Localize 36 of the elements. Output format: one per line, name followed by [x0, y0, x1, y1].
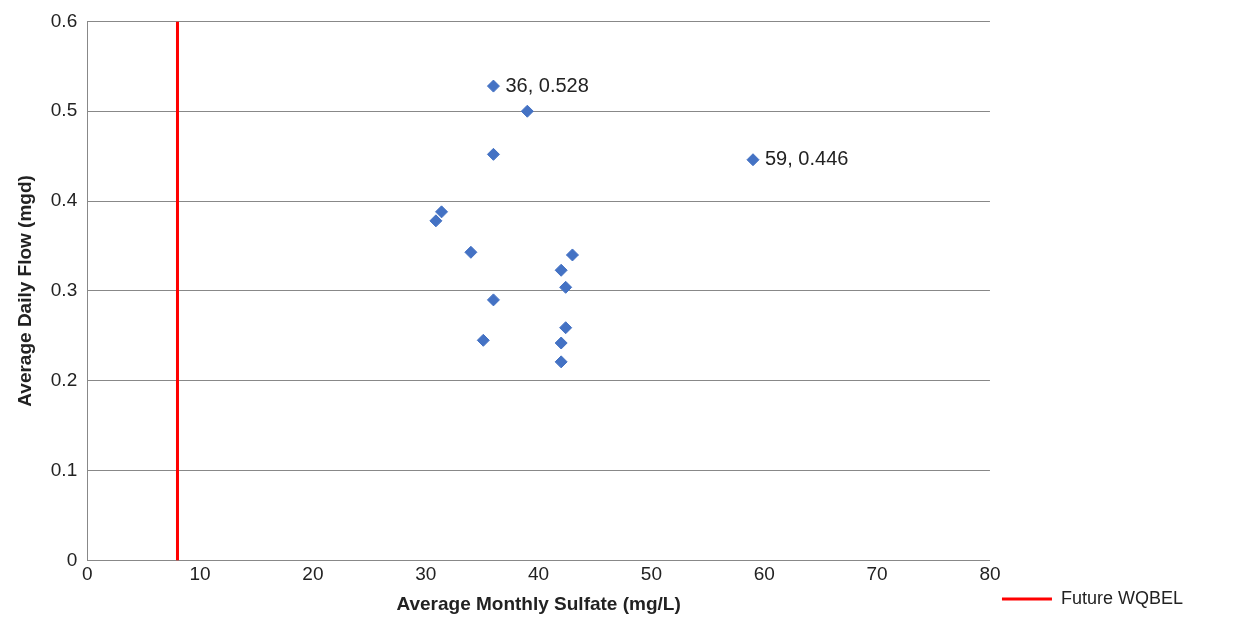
point — [486, 147, 500, 161]
y-tick-label: 0 — [66, 548, 78, 570]
point — [554, 336, 568, 350]
x-tick-label: 70 — [866, 563, 888, 585]
point — [435, 205, 449, 219]
point — [554, 355, 568, 369]
x-tick-label: 0 — [81, 563, 93, 585]
x-tick-label: 10 — [189, 563, 211, 585]
x-tick-label: 40 — [528, 563, 550, 585]
point — [559, 280, 573, 294]
x-tick-label: 50 — [640, 563, 662, 585]
y-tick-label: 0.3 — [50, 279, 78, 301]
point — [429, 214, 443, 228]
x-axis-title: Average Monthly Sulfate (mg/L) — [396, 592, 681, 614]
point — [476, 333, 490, 347]
point — [565, 248, 579, 262]
x-tick-label: 80 — [979, 563, 1001, 585]
point — [520, 104, 534, 118]
x-tick-label: 20 — [302, 563, 324, 585]
x-tick-label: 60 — [753, 563, 775, 585]
y-tick-label: 0.1 — [50, 458, 78, 480]
annotation: 59, 0.446 — [764, 147, 849, 170]
point — [746, 153, 760, 167]
point — [486, 79, 500, 93]
legend-label: Future WQBEL — [1060, 587, 1184, 608]
y-axis-title: Average Daily Flow (mgd) — [13, 175, 35, 407]
annotation: 36, 0.528 — [505, 73, 589, 96]
y-tick-label: 0.2 — [50, 368, 78, 390]
x-tick-label: 30 — [415, 563, 437, 585]
y-tick-label: 0.5 — [50, 99, 78, 121]
y-tick-label: 0.6 — [50, 9, 78, 31]
point — [464, 245, 478, 259]
point — [559, 321, 573, 335]
y-tick-label: 0.4 — [50, 189, 78, 211]
point — [554, 263, 568, 277]
point — [486, 293, 500, 307]
